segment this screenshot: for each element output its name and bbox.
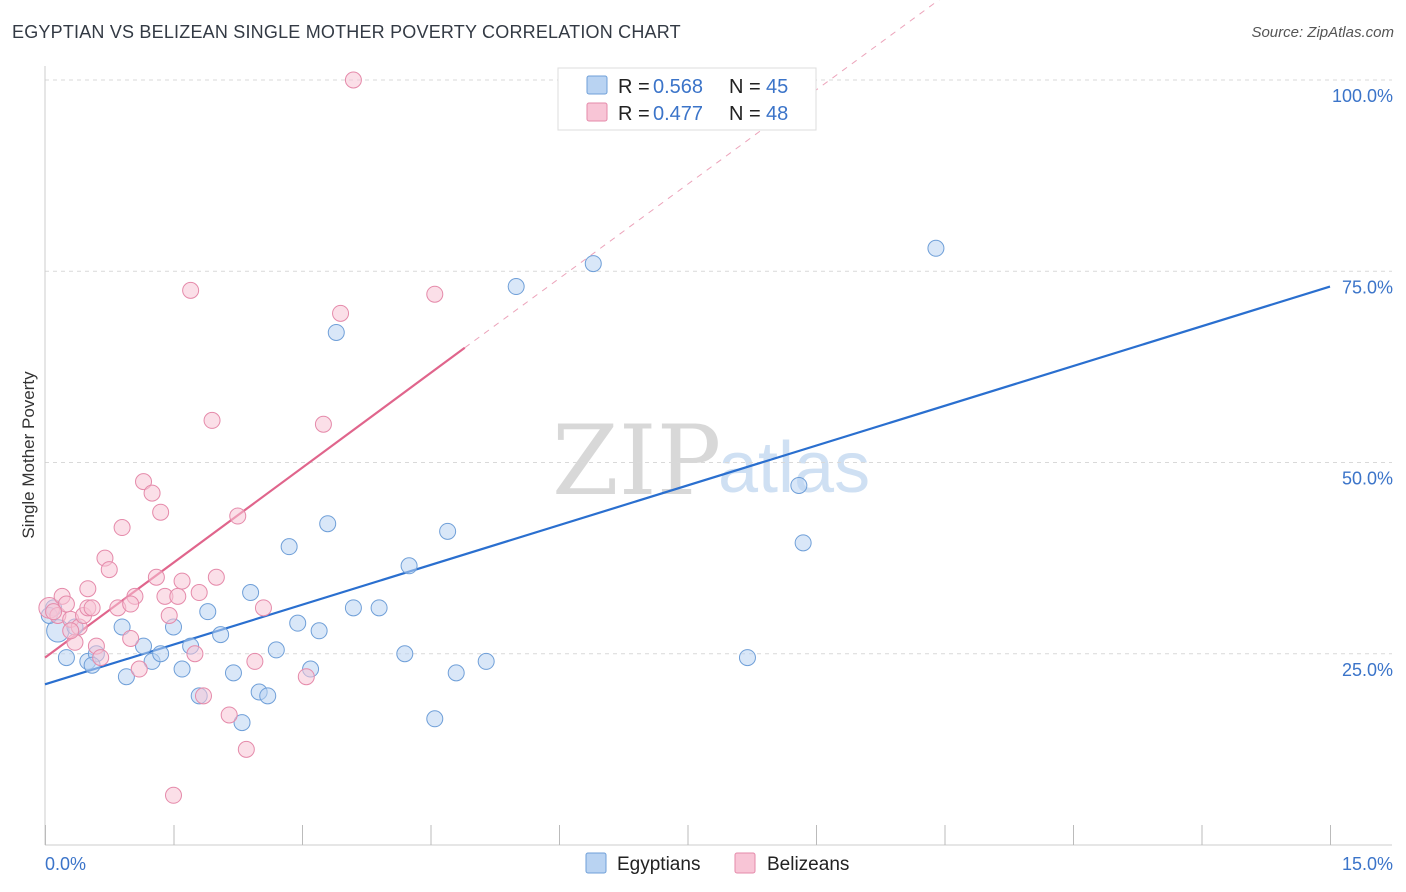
legend-swatch-egyptians xyxy=(586,75,608,95)
y-tick-label: 100.0% xyxy=(1332,86,1393,106)
source-label: Source: ZipAtlas.com xyxy=(1251,24,1394,41)
egyptians-point xyxy=(152,645,170,663)
bottom-legend-belizeans: Belizeans xyxy=(767,854,849,875)
bottom-legend-swatch-belizeans xyxy=(734,852,756,874)
egyptians-point xyxy=(426,710,444,728)
chart-title: EGYPTIAN VS BELIZEAN SINGLE MOTHER POVER… xyxy=(12,22,681,42)
y-tick-label: 25.0% xyxy=(1342,660,1393,680)
egyptians-point xyxy=(173,660,191,678)
y-axis-label: Single Mother Poverty xyxy=(19,371,38,539)
belizeans-point xyxy=(147,568,165,586)
belizeans-point xyxy=(165,786,182,804)
egyptians-point xyxy=(280,538,298,556)
belizeans-point xyxy=(79,580,97,598)
belizeans-point xyxy=(254,599,272,617)
belizeans-point xyxy=(190,584,208,602)
belizeans-point xyxy=(62,622,80,640)
egyptians-point xyxy=(584,255,602,273)
y-tick-label: 75.0% xyxy=(1342,277,1393,297)
belizeans-trend-extension xyxy=(464,0,940,349)
legend-n-value-egyptians: 45 xyxy=(766,76,788,98)
egyptians-point xyxy=(396,645,414,663)
egyptians-point xyxy=(738,649,756,667)
belizeans-point xyxy=(173,572,191,590)
x-tick-label-min: 0.0% xyxy=(45,854,86,874)
belizeans-point xyxy=(160,607,178,624)
legend-r-value-belizeans: 0.477 xyxy=(653,103,703,125)
legend-r-value-egyptians: 0.568 xyxy=(653,76,703,98)
y-tick-label: 50.0% xyxy=(1342,469,1393,489)
belizeans-point xyxy=(186,645,204,663)
egyptians-point xyxy=(790,476,808,494)
belizeans-point xyxy=(237,740,255,758)
watermark-zip: ZIP xyxy=(552,405,721,517)
legend-n-value-belizeans: 48 xyxy=(766,103,788,125)
egyptians-point xyxy=(199,603,217,621)
belizeans-point xyxy=(229,507,247,525)
egyptians-point xyxy=(289,614,307,632)
egyptians-point xyxy=(117,668,135,686)
legend: R = 0.568 N = 45 R = 0.477 N = 48 xyxy=(557,67,817,131)
belizeans-point xyxy=(57,595,75,613)
belizeans-point xyxy=(203,411,221,429)
egyptians-point xyxy=(242,584,260,602)
egyptians-point xyxy=(259,687,277,705)
egyptians-point xyxy=(370,599,388,617)
egyptians-point xyxy=(507,278,525,296)
bottom-legend-egyptians: Egyptians xyxy=(617,854,700,875)
legend-r-label-belizeans: R = xyxy=(618,103,650,125)
egyptians-point xyxy=(310,622,328,640)
egyptians-point xyxy=(927,239,945,257)
belizeans-point xyxy=(143,484,161,502)
egyptians-point xyxy=(224,664,242,682)
belizeans-point xyxy=(246,652,264,670)
x-tick-label-max: 15.0% xyxy=(1342,854,1393,874)
belizeans-point xyxy=(135,473,153,491)
egyptians-point xyxy=(327,323,345,341)
egyptians-point xyxy=(447,664,465,682)
belizeans-point xyxy=(100,561,118,579)
egyptians-point xyxy=(439,522,457,540)
egyptians-point xyxy=(477,652,495,670)
egyptians-point xyxy=(113,618,131,636)
belizeans-point xyxy=(92,649,110,667)
egyptians-point xyxy=(319,515,337,533)
bottom-legend: Egyptians Belizeans xyxy=(585,852,849,875)
belizeans-point xyxy=(152,503,170,521)
belizeans-trend-line xyxy=(44,346,466,659)
legend-n-label-egyptians: N = xyxy=(729,76,761,98)
belizeans-point xyxy=(297,668,315,686)
belizeans-point xyxy=(45,603,63,621)
belizeans-point xyxy=(207,568,225,586)
egyptians-point xyxy=(400,557,418,575)
egyptians-point xyxy=(135,637,153,655)
belizeans-point xyxy=(122,629,140,647)
belizeans-point xyxy=(113,519,131,537)
egyptians-point xyxy=(344,599,362,617)
egyptians-trend-line xyxy=(44,285,1331,686)
belizeans-point xyxy=(332,304,350,322)
legend-n-label-belizeans: N = xyxy=(729,103,761,125)
egyptians-point xyxy=(233,714,251,732)
egyptians-point xyxy=(57,649,75,667)
belizeans-point xyxy=(122,595,140,613)
egyptians-point xyxy=(794,534,812,552)
belizeans-point xyxy=(182,281,200,299)
belizeans-point xyxy=(344,71,362,89)
egyptians-point xyxy=(267,641,285,659)
belizeans-point xyxy=(83,599,101,617)
belizeans-point xyxy=(169,587,187,605)
belizeans-point xyxy=(130,660,148,678)
belizeans-point xyxy=(426,285,444,303)
belizeans-point xyxy=(220,706,238,724)
belizeans-point xyxy=(194,687,212,705)
legend-swatch-belizeans xyxy=(586,102,608,122)
legend-r-label-egyptians: R = xyxy=(618,76,650,98)
bottom-legend-swatch-egyptians xyxy=(585,852,607,874)
egyptians-point xyxy=(212,626,230,644)
belizeans-point xyxy=(314,415,332,433)
